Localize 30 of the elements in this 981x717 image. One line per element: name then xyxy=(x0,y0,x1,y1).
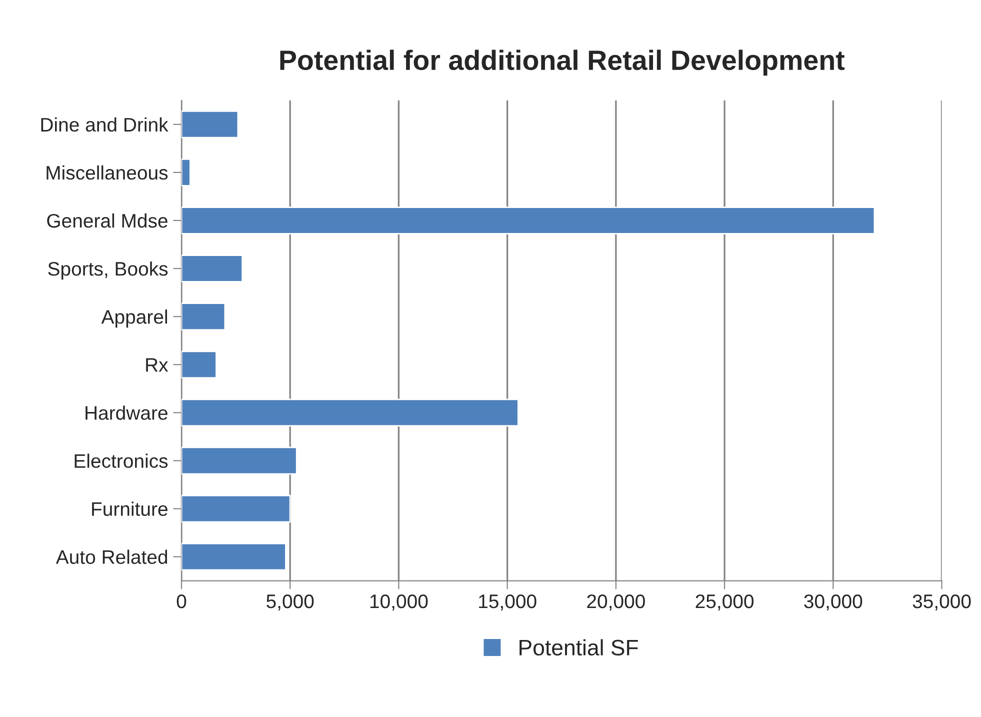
y-tick-label: Furniture xyxy=(92,502,168,516)
x-tick-label: 35,000 xyxy=(912,594,971,611)
x-tick-label: 0 xyxy=(176,594,186,608)
bar xyxy=(181,398,519,427)
x-tick-label: 20,000 xyxy=(587,594,645,611)
x-tick-label: 10,000 xyxy=(370,594,428,611)
x-tick-label: 5,000 xyxy=(266,594,314,611)
y-tick-label: Hardware xyxy=(86,406,168,420)
legend-label: Potential SF xyxy=(520,639,638,656)
bar xyxy=(181,302,226,330)
bar xyxy=(181,110,239,138)
bar xyxy=(181,206,876,234)
chart-title: Potential for additional Retail Development xyxy=(280,50,845,76)
y-tick-label: Auto Related xyxy=(56,550,168,564)
y-tick-label: Apparel xyxy=(101,310,167,328)
bar xyxy=(181,158,191,186)
bar xyxy=(181,254,243,282)
y-tick-label: General Mdse xyxy=(47,213,168,228)
y-tick-label: Miscellaneous xyxy=(46,165,168,180)
bar xyxy=(181,446,298,475)
x-tick-label: 25,000 xyxy=(696,594,754,611)
x-tick-label: 30,000 xyxy=(804,594,862,611)
bar xyxy=(181,542,286,571)
y-tick-label: Sports, Books xyxy=(48,261,168,280)
bar xyxy=(181,494,291,523)
x-tick-label: 15,000 xyxy=(479,594,536,611)
y-tick-label: Electronics xyxy=(74,454,168,468)
bar xyxy=(181,350,217,378)
y-tick-label: Dine and Drink xyxy=(41,117,168,132)
y-tick-label: Rx xyxy=(146,358,168,372)
